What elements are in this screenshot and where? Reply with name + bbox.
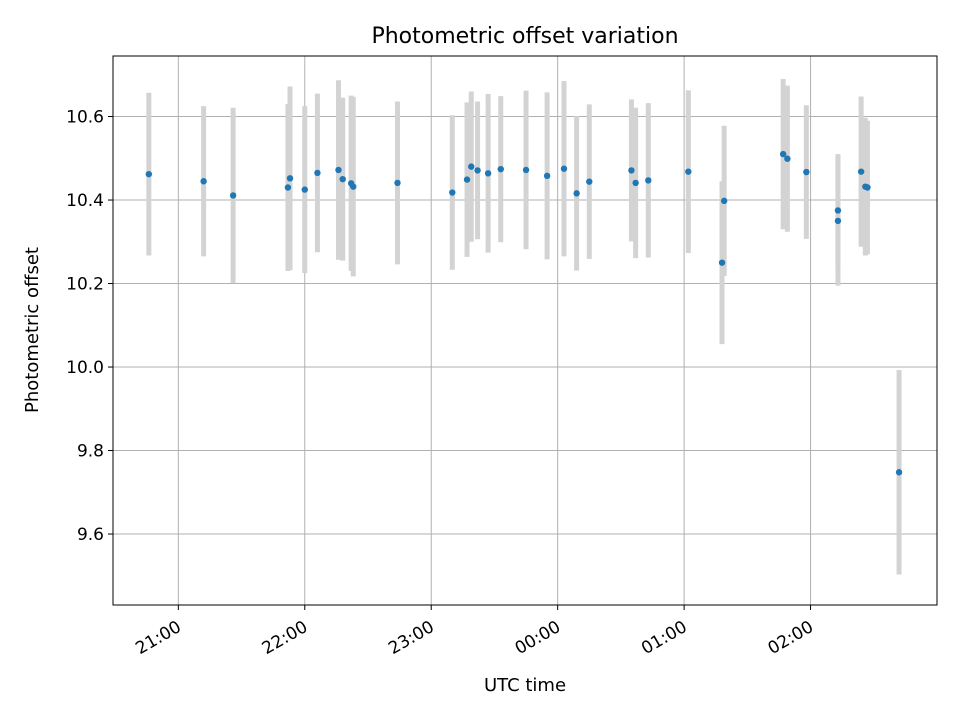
data-point — [573, 190, 580, 197]
x-tick-label: 23:00 — [385, 617, 437, 659]
data-point — [803, 168, 810, 176]
error-bars — [146, 78, 902, 575]
x-axis-label: UTC time — [484, 675, 566, 696]
data-point — [543, 172, 551, 180]
data-point — [474, 167, 481, 174]
data-point — [145, 170, 153, 178]
y-tick-label: 9.8 — [77, 441, 104, 461]
data-point — [463, 176, 471, 183]
data-point — [857, 168, 865, 175]
grid-layer — [113, 56, 937, 605]
data-point — [301, 186, 308, 193]
x-tick-label: 00:00 — [512, 617, 564, 659]
data-point — [632, 179, 639, 187]
data-point — [895, 469, 903, 476]
plot-frame — [112, 55, 938, 606]
y-tick-label: 10.2 — [66, 274, 104, 294]
data-point — [779, 150, 787, 158]
x-tick-label: 22:00 — [259, 617, 311, 659]
data-point — [560, 165, 568, 172]
data-point — [449, 189, 456, 196]
data-point — [834, 207, 842, 214]
x-tick-label: 21:00 — [132, 617, 184, 659]
data-point — [645, 177, 652, 184]
data-point — [286, 175, 294, 182]
data-point — [339, 175, 346, 183]
x-tick-label: 02:00 — [765, 617, 817, 659]
data-point — [685, 168, 692, 175]
data-point — [497, 165, 504, 173]
data-point — [229, 192, 237, 199]
data-point — [350, 183, 357, 190]
chart-title: Photometric offset variation — [371, 24, 678, 49]
data-point — [335, 166, 342, 174]
y-axis-label: Photometric offset — [22, 247, 43, 413]
data-point — [468, 163, 475, 170]
data-point — [718, 259, 726, 266]
y-tick-label: 10.0 — [66, 358, 104, 378]
data-point — [834, 217, 842, 225]
data-point — [628, 167, 635, 174]
data-points — [145, 150, 903, 476]
data-point — [284, 184, 292, 191]
data-point — [864, 184, 871, 191]
y-tick-label: 9.6 — [77, 525, 104, 545]
data-point — [314, 169, 321, 177]
data-point — [720, 197, 728, 205]
y-tick-label: 10.6 — [66, 107, 104, 127]
y-tick-label: 10.4 — [66, 191, 104, 211]
data-point — [484, 170, 492, 177]
x-tick-label: 01:00 — [638, 617, 690, 659]
data-point — [522, 166, 530, 174]
data-point — [586, 178, 593, 185]
data-point — [394, 179, 401, 187]
data-point — [200, 178, 207, 185]
data-point — [784, 155, 791, 162]
